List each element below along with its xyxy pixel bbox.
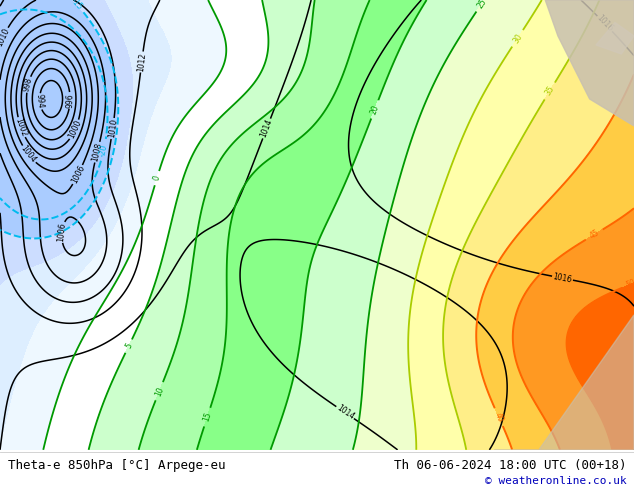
Text: 25: 25 bbox=[476, 0, 488, 10]
Text: Th 06-06-2024 18:00 UTC (00+18): Th 06-06-2024 18:00 UTC (00+18) bbox=[394, 459, 626, 471]
Text: 1012: 1012 bbox=[136, 52, 147, 72]
Polygon shape bbox=[545, 0, 634, 126]
Text: 1004: 1004 bbox=[19, 144, 38, 165]
Text: 1006: 1006 bbox=[70, 164, 86, 185]
Text: Theta-e 850hPa [°C] Arpege-eu: Theta-e 850hPa [°C] Arpege-eu bbox=[8, 459, 225, 471]
Text: -15: -15 bbox=[69, 0, 84, 11]
Text: 10: 10 bbox=[153, 385, 165, 397]
Text: 0: 0 bbox=[152, 174, 162, 182]
Text: 5: 5 bbox=[124, 342, 134, 350]
Text: 45: 45 bbox=[588, 228, 601, 241]
Text: 1010: 1010 bbox=[107, 119, 119, 139]
Text: 50: 50 bbox=[624, 278, 634, 290]
Text: 1006: 1006 bbox=[56, 222, 68, 243]
Text: 35: 35 bbox=[543, 84, 556, 98]
Text: 1016: 1016 bbox=[595, 14, 615, 34]
Text: 998: 998 bbox=[22, 76, 34, 93]
Text: 996: 996 bbox=[65, 93, 75, 108]
Text: 1002: 1002 bbox=[13, 117, 29, 138]
Text: 40: 40 bbox=[493, 411, 505, 423]
Polygon shape bbox=[495, 315, 634, 450]
Text: © weatheronline.co.uk: © weatheronline.co.uk bbox=[484, 476, 626, 486]
Text: 1000: 1000 bbox=[67, 119, 83, 140]
Text: 1014: 1014 bbox=[259, 118, 275, 139]
Text: 15: 15 bbox=[202, 411, 213, 423]
Text: -20: -20 bbox=[98, 143, 110, 157]
Polygon shape bbox=[596, 23, 634, 54]
Text: 20: 20 bbox=[369, 103, 381, 116]
Text: 1010: 1010 bbox=[0, 26, 11, 48]
Text: 1008: 1008 bbox=[91, 142, 104, 163]
Text: 1014: 1014 bbox=[335, 403, 356, 422]
Text: 30: 30 bbox=[511, 32, 524, 45]
Text: 1016: 1016 bbox=[552, 272, 573, 284]
Text: 994: 994 bbox=[35, 94, 45, 109]
